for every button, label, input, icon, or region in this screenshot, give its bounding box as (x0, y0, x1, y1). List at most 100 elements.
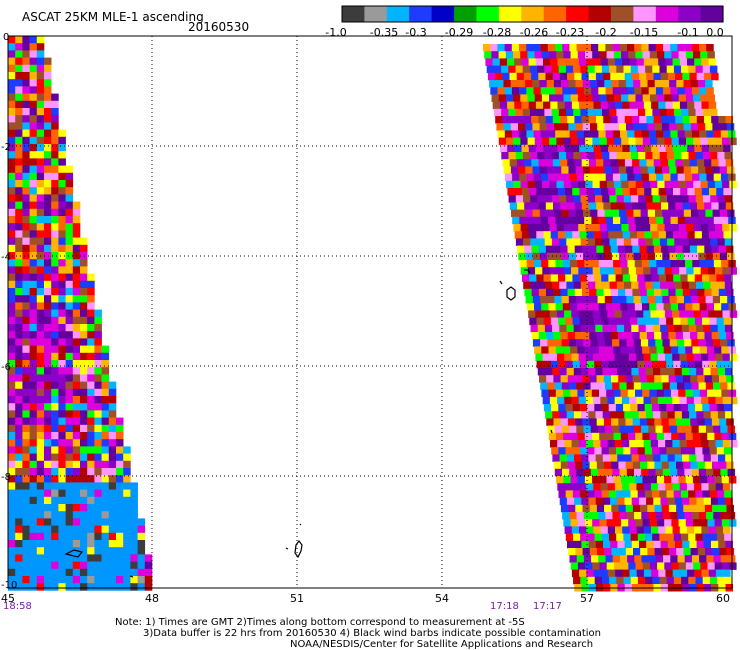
scatterometer-cell (642, 562, 651, 570)
scatterometer-cell (634, 303, 643, 311)
scatterometer-cell (711, 375, 720, 383)
scatterometer-cell (639, 418, 648, 426)
scatterometer-cell (717, 576, 725, 585)
scatterometer-cell (635, 432, 643, 441)
scatterometer-cell (520, 94, 528, 102)
scatterometer-cell (529, 274, 537, 282)
scatterometer-cell (634, 468, 642, 477)
scatterometer-cell (553, 375, 561, 383)
scatterometer-cell (65, 453, 74, 462)
scatterometer-cell (581, 72, 589, 81)
scatterometer-cell (15, 180, 23, 188)
scatterometer-cell (555, 44, 563, 52)
scatterometer-cell (715, 526, 724, 534)
scatterometer-cell (571, 569, 580, 578)
scatterometer-cell (558, 317, 566, 326)
scatterometer-cell (652, 281, 661, 290)
colorbar-label: 0.0 (706, 26, 724, 39)
scatterometer-cell (688, 281, 697, 290)
scatterometer-cell (715, 224, 723, 232)
scatterometer-cell (614, 137, 622, 146)
scatterometer-cell (29, 295, 38, 303)
scatterometer-cell (717, 324, 726, 333)
scatterometer-cell (670, 260, 679, 268)
scatterometer-cell (657, 519, 665, 527)
scatterometer-cell (661, 202, 669, 210)
scatterometer-cell (36, 468, 45, 476)
scatterometer-cell (569, 425, 577, 434)
scatterometer-cell (58, 266, 66, 274)
scatterometer-cell (650, 137, 658, 146)
scatterometer-cell (667, 368, 675, 376)
scatterometer-cell (560, 116, 568, 124)
scatterometer-cell (144, 583, 153, 591)
scatterometer-cell (702, 533, 711, 542)
scatterometer-cell (497, 130, 506, 138)
scatterometer-cell (644, 447, 653, 455)
scatterometer-cell (614, 180, 622, 189)
scatterometer-cell (646, 288, 655, 297)
scatterometer-cell (80, 403, 88, 411)
scatterometer-cell (618, 80, 627, 88)
scatterometer-cell (543, 274, 552, 282)
scatterometer-cell (87, 374, 95, 382)
scatterometer-cell (622, 569, 630, 578)
scatterometer-cell (72, 244, 81, 253)
scatterometer-cell (51, 338, 59, 346)
scatterometer-cell (665, 188, 674, 196)
scatterometer-cell (676, 252, 685, 261)
scatterometer-cell (722, 137, 730, 146)
scatterometer-cell (80, 309, 88, 318)
scatterometer-cell (594, 108, 603, 117)
scatterometer-cell (8, 540, 16, 548)
scatterometer-cell (609, 576, 617, 585)
scatterometer-cell (678, 432, 686, 441)
scatterometer-cell (628, 224, 637, 232)
scatterometer-cell (29, 388, 38, 397)
scatterometer-cell (636, 526, 645, 534)
scatterometer-cell (706, 216, 715, 225)
scatterometer-cell (101, 396, 110, 404)
scatterometer-cell (576, 296, 584, 304)
scatterometer-cell (635, 562, 643, 570)
scatterometer-cell (547, 296, 555, 304)
scatterometer-cell (65, 583, 74, 591)
scatterometer-cell (72, 280, 81, 289)
scatterometer-cell (65, 252, 74, 260)
scatterometer-cell (588, 116, 597, 124)
scatterometer-cell (29, 158, 38, 166)
scatterometer-cell (22, 316, 30, 325)
scatterometer-cell (94, 381, 102, 390)
scatterometer-cell (536, 317, 544, 326)
scatterometer-cell (94, 396, 102, 404)
scatterometer-cell (566, 368, 575, 376)
scatterometer-cell (572, 144, 580, 153)
scatterometer-cell (573, 368, 582, 376)
scatterometer-cell (709, 404, 717, 412)
scatterometer-cell (669, 425, 678, 434)
scatterometer-cell (581, 159, 590, 167)
scatterometer-cell (44, 115, 52, 123)
scatterometer-cell (670, 303, 679, 311)
scatterometer-cell (65, 482, 74, 490)
scatterometer-cell (108, 518, 117, 526)
scatterometer-cell (724, 238, 733, 246)
scatterometer-cell (690, 461, 698, 470)
scatterometer-cell (116, 417, 124, 426)
scatterometer-cell (627, 130, 635, 138)
scatterometer-cell (715, 267, 723, 275)
scatterometer-cell (665, 396, 673, 405)
scatterometer-cell (712, 461, 720, 470)
scatterometer-cell (80, 446, 88, 454)
scatterometer-cell (585, 267, 593, 275)
scatterometer-cell (665, 483, 673, 491)
scatterometer-cell (651, 317, 660, 326)
scatterometer-cell (604, 339, 613, 347)
scatterometer-cell (724, 324, 733, 333)
scatterometer-cell (727, 468, 736, 477)
scatterometer-cell (581, 202, 590, 210)
scatterometer-cell (716, 274, 724, 282)
scatterometer-cell (518, 252, 526, 261)
scatterometer-cell (616, 238, 625, 246)
scatterometer-cell (678, 476, 686, 484)
